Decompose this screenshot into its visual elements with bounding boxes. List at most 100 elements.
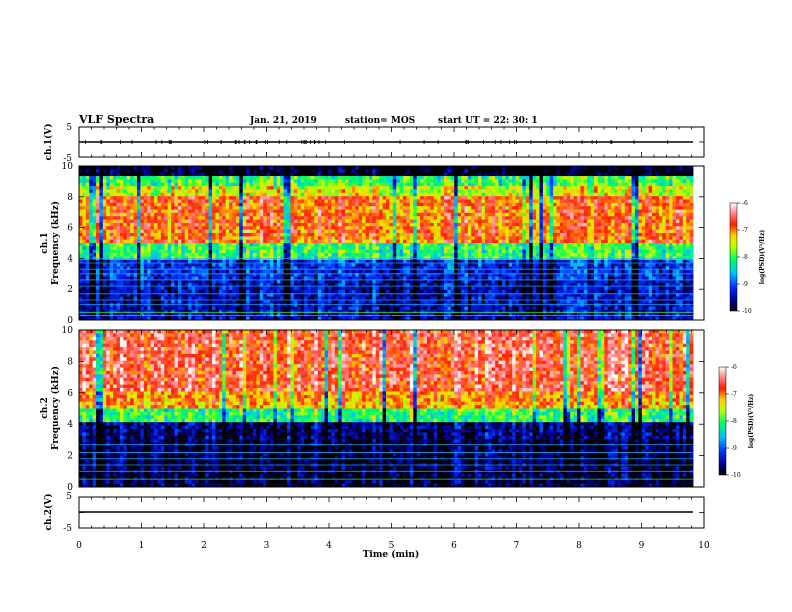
spectrogram-cell (209, 243, 213, 247)
spectrogram-cell (267, 186, 271, 190)
spectrogram-cell (233, 206, 237, 210)
spectrogram-cell (212, 307, 216, 311)
spectrogram-cell (96, 216, 100, 220)
spectrogram-cell (110, 196, 114, 200)
spectrogram-cell (253, 253, 257, 257)
spectrogram-cell (185, 230, 189, 234)
spectrogram-cell (287, 193, 291, 197)
spectrogram-cell (233, 246, 237, 250)
spectrogram-cell (144, 220, 148, 224)
spectrogram-cell (117, 243, 121, 247)
spectrogram-cell (229, 220, 233, 224)
spectrogram-cell (123, 303, 127, 307)
spectrogram-cell (103, 206, 107, 210)
spectrogram-cell (171, 179, 175, 183)
spectrogram-cell (205, 290, 209, 294)
spectrogram-cell (192, 233, 196, 237)
spectrogram-cell (250, 196, 254, 200)
spectrogram-cell (151, 220, 155, 224)
spectrogram-cell (280, 230, 284, 234)
spectrogram-cell (263, 300, 267, 304)
spectrogram-cell (96, 183, 100, 187)
spectrogram-cell (192, 303, 196, 307)
spectrogram-cell (222, 240, 226, 244)
spectrogram-cell (229, 179, 233, 183)
spectrogram-cell (82, 210, 86, 214)
spectrogram-cell (215, 250, 219, 254)
spectrogram-cell (154, 179, 158, 183)
spectrogram-cell (175, 216, 179, 220)
spectrogram-cell (86, 213, 90, 217)
spectrogram-cell (243, 307, 247, 311)
spectrogram-cell (195, 287, 199, 291)
spectrogram-cell (161, 263, 165, 267)
spectrogram-cell (273, 183, 277, 187)
spectrogram-cell (198, 199, 202, 203)
spectrogram-cell (270, 176, 274, 180)
spectrogram-cell (110, 206, 114, 210)
spectrogram-cell (253, 263, 257, 267)
spectrogram-cell (147, 220, 151, 224)
spectrogram-cell (171, 173, 175, 177)
spectrogram-cell (161, 307, 165, 311)
spectrogram-cell (263, 263, 267, 267)
spectrogram-cell (233, 179, 237, 183)
spectrogram-cell (106, 253, 110, 257)
spectrogram-cell (96, 206, 100, 210)
spectrogram-cell (140, 290, 144, 294)
spectrogram-cell (103, 210, 107, 214)
spectrogram-cell (147, 210, 151, 214)
spectrogram-cell (202, 203, 206, 207)
spectrogram-cell (154, 169, 158, 173)
spectrogram-cell (192, 246, 196, 250)
spectrogram-cell (205, 189, 209, 193)
spectrogram-cell (226, 280, 230, 284)
spectrogram-cell (113, 280, 117, 284)
spectrogram-cell (233, 263, 237, 267)
spectrogram-cell (205, 240, 209, 244)
spectrogram-cell (161, 310, 165, 314)
spectrogram-cell (273, 233, 277, 237)
spectrogram-cell (161, 183, 165, 187)
spectrogram-cell (134, 210, 138, 214)
spectrogram-cell (99, 250, 103, 254)
spectrogram-cell (270, 263, 274, 267)
spectrogram-cell (86, 266, 90, 270)
spectrogram-cell (185, 263, 189, 267)
spectrogram-cell (140, 213, 144, 217)
spectrogram-cell (151, 223, 155, 227)
spectrogram-cell (243, 250, 247, 254)
spectrogram-cell (229, 176, 233, 180)
spectrogram-cell (86, 243, 90, 247)
spectrogram-cell (157, 199, 161, 203)
spectrogram-cell (277, 303, 281, 307)
spectrogram-cell (236, 169, 240, 176)
spectrogram-cell (222, 303, 226, 307)
spectrogram-cell (151, 236, 155, 240)
spectrogram-cell (260, 189, 264, 193)
spectrogram-cell (273, 300, 277, 304)
spectrogram-cell (103, 179, 107, 183)
spectrogram-cell (113, 220, 117, 224)
spectrogram-cell (222, 173, 226, 177)
spectrogram-cell (229, 196, 233, 200)
spectrogram-cell (157, 220, 161, 224)
spectrogram-cell (239, 210, 243, 214)
spectrogram-cell (181, 189, 185, 193)
spectrogram-cell (185, 236, 189, 240)
spectrogram-cell (168, 223, 172, 227)
spectrogram-cell (192, 203, 196, 207)
spectrogram-cell (192, 176, 196, 180)
spectrogram-cell (284, 220, 288, 224)
spectrogram-cell (93, 196, 97, 200)
spectrogram-cell (195, 213, 199, 217)
spectrogram-cell (273, 230, 277, 234)
spectrogram-cell (157, 223, 161, 227)
spectrogram-cell (243, 216, 247, 220)
spectrogram-cell (151, 213, 155, 217)
spectrogram-cell (195, 270, 199, 274)
spectrogram-cell (99, 223, 103, 227)
spectrogram-cell (202, 303, 206, 307)
spectrogram-cell (151, 240, 155, 244)
spectrogram-cell (134, 240, 138, 244)
